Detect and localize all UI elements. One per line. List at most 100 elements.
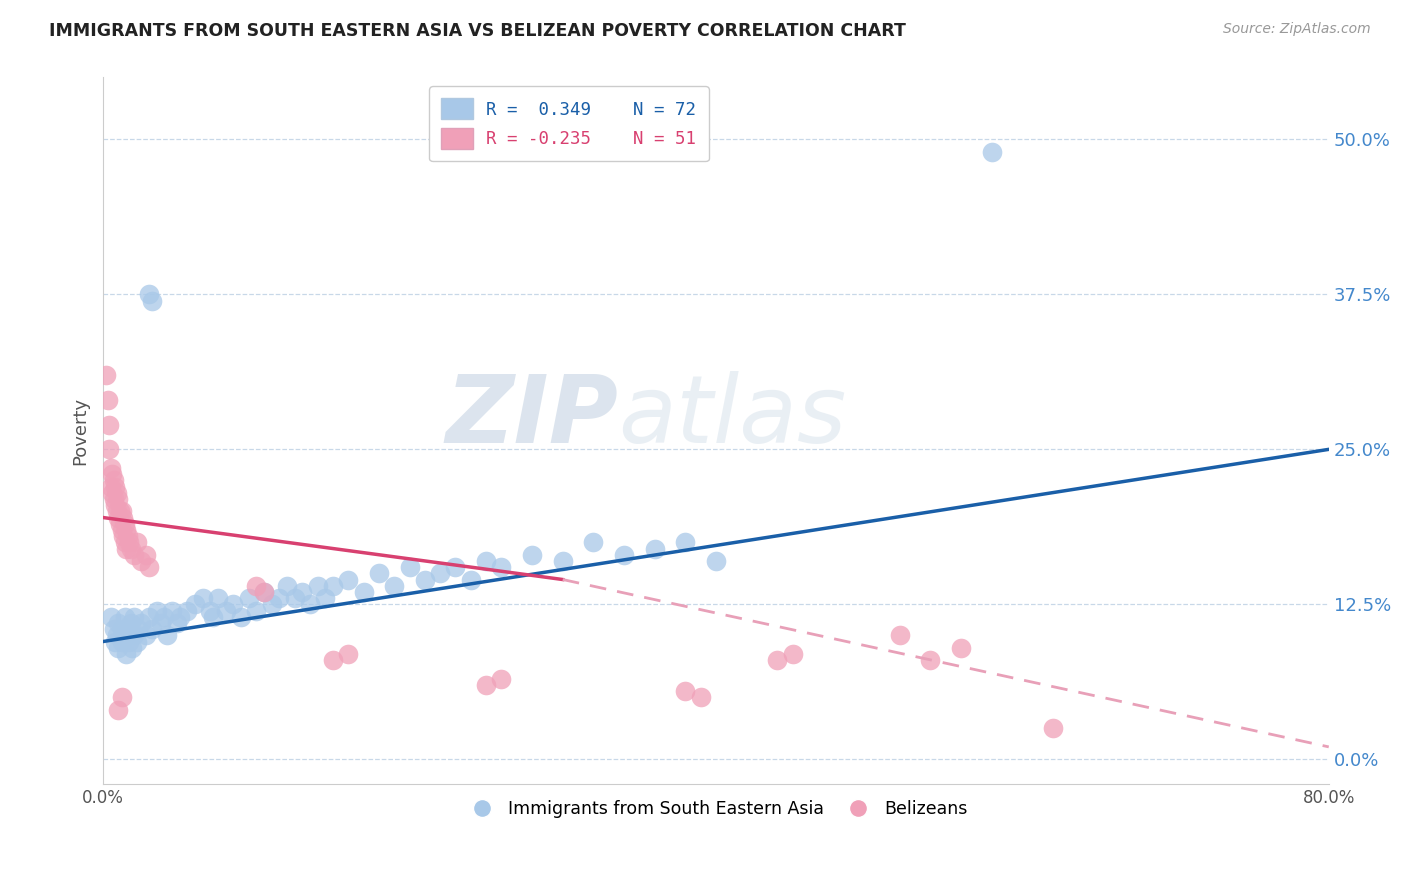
- Point: [100, 479, 122, 493]
- Point: [689, 690, 711, 705]
- Point: [114, 516, 136, 531]
- Point: [153, 609, 176, 624]
- Point: [413, 573, 436, 587]
- Point: [398, 560, 420, 574]
- Point: [245, 603, 267, 617]
- Point: [367, 566, 389, 581]
- Point: [105, 628, 128, 642]
- Point: [1042, 721, 1064, 735]
- Point: [138, 609, 160, 624]
- Point: [215, 603, 238, 617]
- Point: [105, 485, 128, 500]
- Point: [160, 603, 183, 617]
- Point: [475, 554, 498, 568]
- Point: [156, 628, 179, 642]
- Point: [176, 603, 198, 617]
- Point: [644, 541, 666, 556]
- Legend: Immigrants from South Eastern Asia, Belizeans: Immigrants from South Eastern Asia, Beli…: [457, 793, 974, 825]
- Text: IMMIGRANTS FROM SOUTH EASTERN ASIA VS BELIZEAN POVERTY CORRELATION CHART: IMMIGRANTS FROM SOUTH EASTERN ASIA VS BE…: [49, 22, 905, 40]
- Point: [551, 554, 574, 568]
- Point: [253, 585, 276, 599]
- Point: [429, 566, 451, 581]
- Point: [766, 653, 789, 667]
- Point: [291, 585, 314, 599]
- Point: [491, 672, 513, 686]
- Point: [110, 504, 132, 518]
- Point: [444, 560, 467, 574]
- Point: [322, 579, 344, 593]
- Point: [135, 548, 157, 562]
- Point: [298, 597, 321, 611]
- Point: [112, 529, 135, 543]
- Point: [117, 529, 139, 543]
- Point: [491, 560, 513, 574]
- Y-axis label: Poverty: Poverty: [72, 397, 89, 465]
- Point: [103, 622, 125, 636]
- Point: [107, 491, 129, 506]
- Point: [110, 690, 132, 705]
- Point: [322, 653, 344, 667]
- Point: [104, 479, 127, 493]
- Point: [115, 523, 138, 537]
- Point: [353, 585, 375, 599]
- Point: [337, 573, 360, 587]
- Point: [107, 703, 129, 717]
- Text: atlas: atlas: [617, 371, 846, 462]
- Point: [105, 504, 128, 518]
- Point: [131, 615, 153, 630]
- Point: [135, 628, 157, 642]
- Point: [118, 535, 141, 549]
- Point: [950, 640, 973, 655]
- Point: [104, 634, 127, 648]
- Point: [260, 597, 283, 611]
- Point: [110, 523, 132, 537]
- Point: [96, 368, 118, 382]
- Point: [184, 597, 207, 611]
- Point: [202, 609, 225, 624]
- Point: [141, 622, 163, 636]
- Point: [100, 461, 122, 475]
- Point: [110, 622, 132, 636]
- Point: [269, 591, 291, 606]
- Point: [122, 609, 145, 624]
- Point: [127, 622, 149, 636]
- Point: [122, 628, 145, 642]
- Point: [125, 535, 148, 549]
- Point: [141, 293, 163, 308]
- Point: [920, 653, 942, 667]
- Point: [169, 609, 191, 624]
- Point: [145, 603, 167, 617]
- Point: [98, 442, 121, 457]
- Point: [314, 591, 336, 606]
- Point: [222, 597, 245, 611]
- Point: [108, 504, 131, 518]
- Point: [475, 678, 498, 692]
- Point: [125, 634, 148, 648]
- Point: [112, 628, 135, 642]
- Point: [704, 554, 727, 568]
- Point: [138, 287, 160, 301]
- Point: [337, 647, 360, 661]
- Point: [100, 609, 122, 624]
- Point: [103, 474, 125, 488]
- Point: [673, 535, 696, 549]
- Point: [582, 535, 605, 549]
- Point: [673, 684, 696, 698]
- Point: [120, 615, 142, 630]
- Point: [114, 609, 136, 624]
- Point: [520, 548, 543, 562]
- Text: ZIP: ZIP: [446, 371, 617, 463]
- Point: [118, 634, 141, 648]
- Point: [207, 591, 229, 606]
- Point: [117, 622, 139, 636]
- Point: [115, 647, 138, 661]
- Point: [276, 579, 298, 593]
- Point: [101, 485, 124, 500]
- Point: [107, 615, 129, 630]
- Point: [112, 510, 135, 524]
- Point: [98, 417, 121, 432]
- Point: [114, 535, 136, 549]
- Point: [200, 603, 222, 617]
- Point: [108, 516, 131, 531]
- Point: [115, 628, 138, 642]
